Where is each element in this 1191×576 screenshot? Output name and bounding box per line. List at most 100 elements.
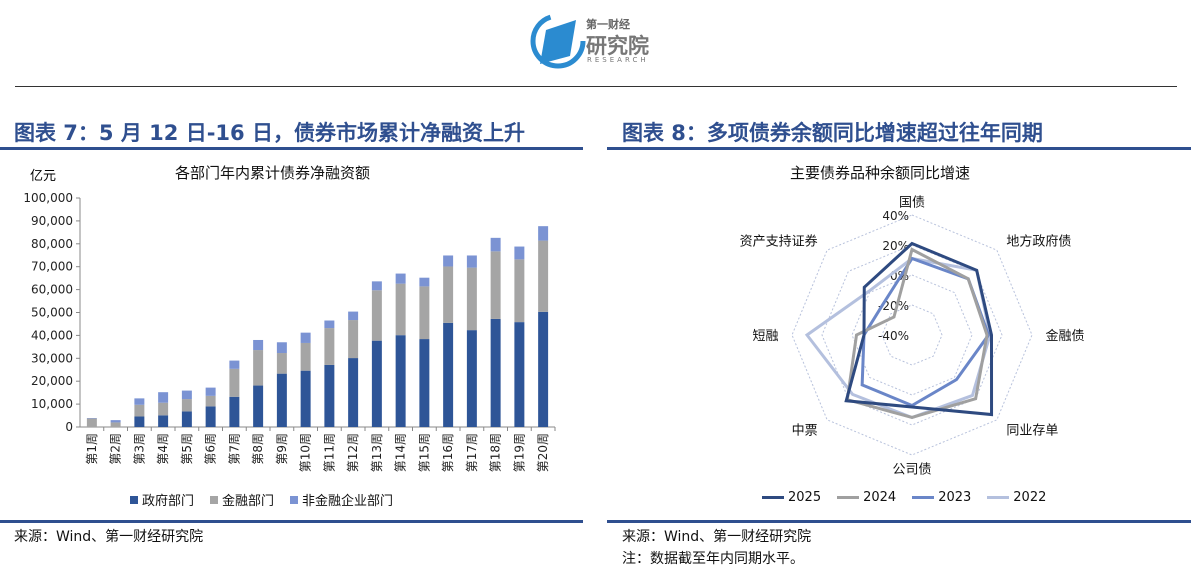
y-tick-label: 0: [65, 420, 73, 434]
bar-segment: [514, 246, 525, 260]
bar-segment: [110, 420, 121, 423]
x-tick-label: 第5周: [180, 433, 194, 465]
bar-segment: [348, 320, 359, 359]
radar-axis-label: 地方政府债: [1006, 234, 1071, 250]
x-tick-label: 第20周: [536, 433, 550, 472]
x-tick-label: 第18周: [489, 433, 503, 472]
bar-segment: [205, 406, 216, 427]
bar-segment: [300, 370, 311, 427]
legend-line: [837, 496, 860, 499]
bar-segment: [300, 332, 311, 343]
radar-legend: 2025 2024 2023 2022: [762, 490, 1046, 505]
x-tick-label: 第12周: [346, 433, 360, 472]
bar-chart: 0 10,000 20,000 30,000 40,000 50,000 60,000 70,…: [23, 191, 556, 472]
bar-segment: [229, 396, 240, 427]
bar-segment: [514, 259, 525, 323]
radar-chart-title: 主要债券品种余额同比增速: [790, 164, 971, 182]
bar-segment: [348, 358, 359, 427]
legend-line: [987, 496, 1010, 499]
bar-segment: [253, 350, 264, 386]
bar-segment: [371, 281, 382, 291]
left-figure-title: 图表 7：5 月 12 日-16 日，债券市场累计净融资上升: [14, 121, 525, 145]
left-title-rule: [0, 147, 583, 150]
x-tick-label: 第7周: [227, 433, 241, 465]
bar-segment: [443, 322, 454, 427]
bar-segment: [324, 364, 335, 427]
y-tick-label: 60,000: [31, 283, 73, 297]
legend-label: 金融部门: [222, 494, 275, 509]
y-tick-label: 10,000: [31, 397, 73, 411]
right-footer-rule: [607, 520, 1191, 523]
y-tick-label: 80,000: [31, 237, 73, 251]
radar-axis-label: 国债: [899, 196, 925, 211]
logo-text-1: 第一财经: [586, 18, 630, 31]
legend-item-2023: 2023: [912, 490, 971, 505]
logo: 第一财经 研究院 RESEARCH: [528, 10, 668, 72]
right-figure-title: 图表 8：多项债券余额同比增速超过往年同期: [622, 121, 1043, 145]
x-tick-label: 第3周: [132, 433, 146, 465]
y-tick-label: 40,000: [31, 328, 73, 342]
radar-axis-label: 中票: [792, 423, 818, 438]
bar-segment: [490, 251, 501, 319]
logo-text-2: 研究院: [586, 34, 649, 58]
bar-segment: [371, 290, 382, 341]
bar-segment: [181, 399, 192, 412]
bar-chart-title: 各部门年内累计债券净融资额: [175, 164, 371, 182]
bar-segment: [253, 385, 264, 427]
bar-segment: [158, 415, 169, 427]
legend-item-fin: 金融部门: [210, 490, 274, 509]
bar-segment: [419, 277, 430, 287]
bar-segment: [276, 342, 287, 354]
radar-tick-label: 20%: [882, 239, 909, 253]
bar-segment: [466, 267, 477, 331]
y-tick-label: 70,000: [31, 260, 73, 274]
bar-segment: [134, 416, 145, 427]
radar-axis-label: 同业存单: [1006, 423, 1058, 438]
bar-segment: [395, 335, 406, 427]
bar-segment: [348, 311, 359, 321]
y-tick-label: 90,000: [31, 214, 73, 228]
legend-item-2024: 2024: [837, 490, 896, 505]
x-tick-label: 第11周: [322, 433, 336, 472]
x-tick-label: 第10周: [299, 433, 313, 472]
bar-segment: [490, 318, 501, 427]
radar-series-2025: [844, 241, 994, 417]
bar-segment: [371, 340, 382, 427]
bar-segment: [324, 320, 335, 329]
radar-grid-ring: [851, 274, 973, 396]
radar-tick-label: 40%: [882, 209, 909, 223]
logo-text-3: RESEARCH: [587, 56, 649, 64]
right-note: 注：数据截至年内同期水平。: [622, 551, 804, 567]
y-tick-label: 20,000: [31, 374, 73, 388]
bar-segment: [181, 411, 192, 427]
bar-segment: [395, 283, 406, 336]
left-source: 来源：Wind、第一财经研究院: [14, 529, 204, 545]
x-tick-label: 第13周: [370, 433, 384, 472]
bar-segment: [538, 226, 549, 241]
bar-segment: [134, 404, 145, 417]
bar-segment: [419, 339, 430, 427]
bar-segment: [253, 339, 264, 351]
bar-segment: [229, 360, 240, 369]
radar-grid-ring: [791, 214, 1033, 456]
bar-segment: [158, 402, 169, 416]
legend-swatch: [130, 495, 138, 504]
legend-label: 2025: [788, 490, 822, 505]
bar-segment: [490, 237, 501, 252]
bar-segment: [324, 328, 335, 365]
header-divider: [15, 86, 1177, 87]
radar-tick-label: -40%: [878, 329, 909, 343]
x-tick-label: 第16周: [441, 433, 455, 472]
x-tick-label: 第8周: [251, 433, 265, 465]
bar-segment: [514, 322, 525, 427]
radar-axis-label: 短融: [752, 329, 778, 344]
legend-item-2022: 2022: [987, 490, 1046, 505]
legend-item-gov: 政府部门: [130, 490, 194, 509]
bar-segment: [229, 368, 240, 397]
right-source: 来源：Wind、第一财经研究院: [622, 529, 812, 545]
legend-line: [912, 496, 935, 499]
x-tick-label: 第2周: [109, 433, 123, 465]
bar-segment: [443, 266, 454, 323]
x-tick-label: 第1周: [85, 433, 99, 465]
